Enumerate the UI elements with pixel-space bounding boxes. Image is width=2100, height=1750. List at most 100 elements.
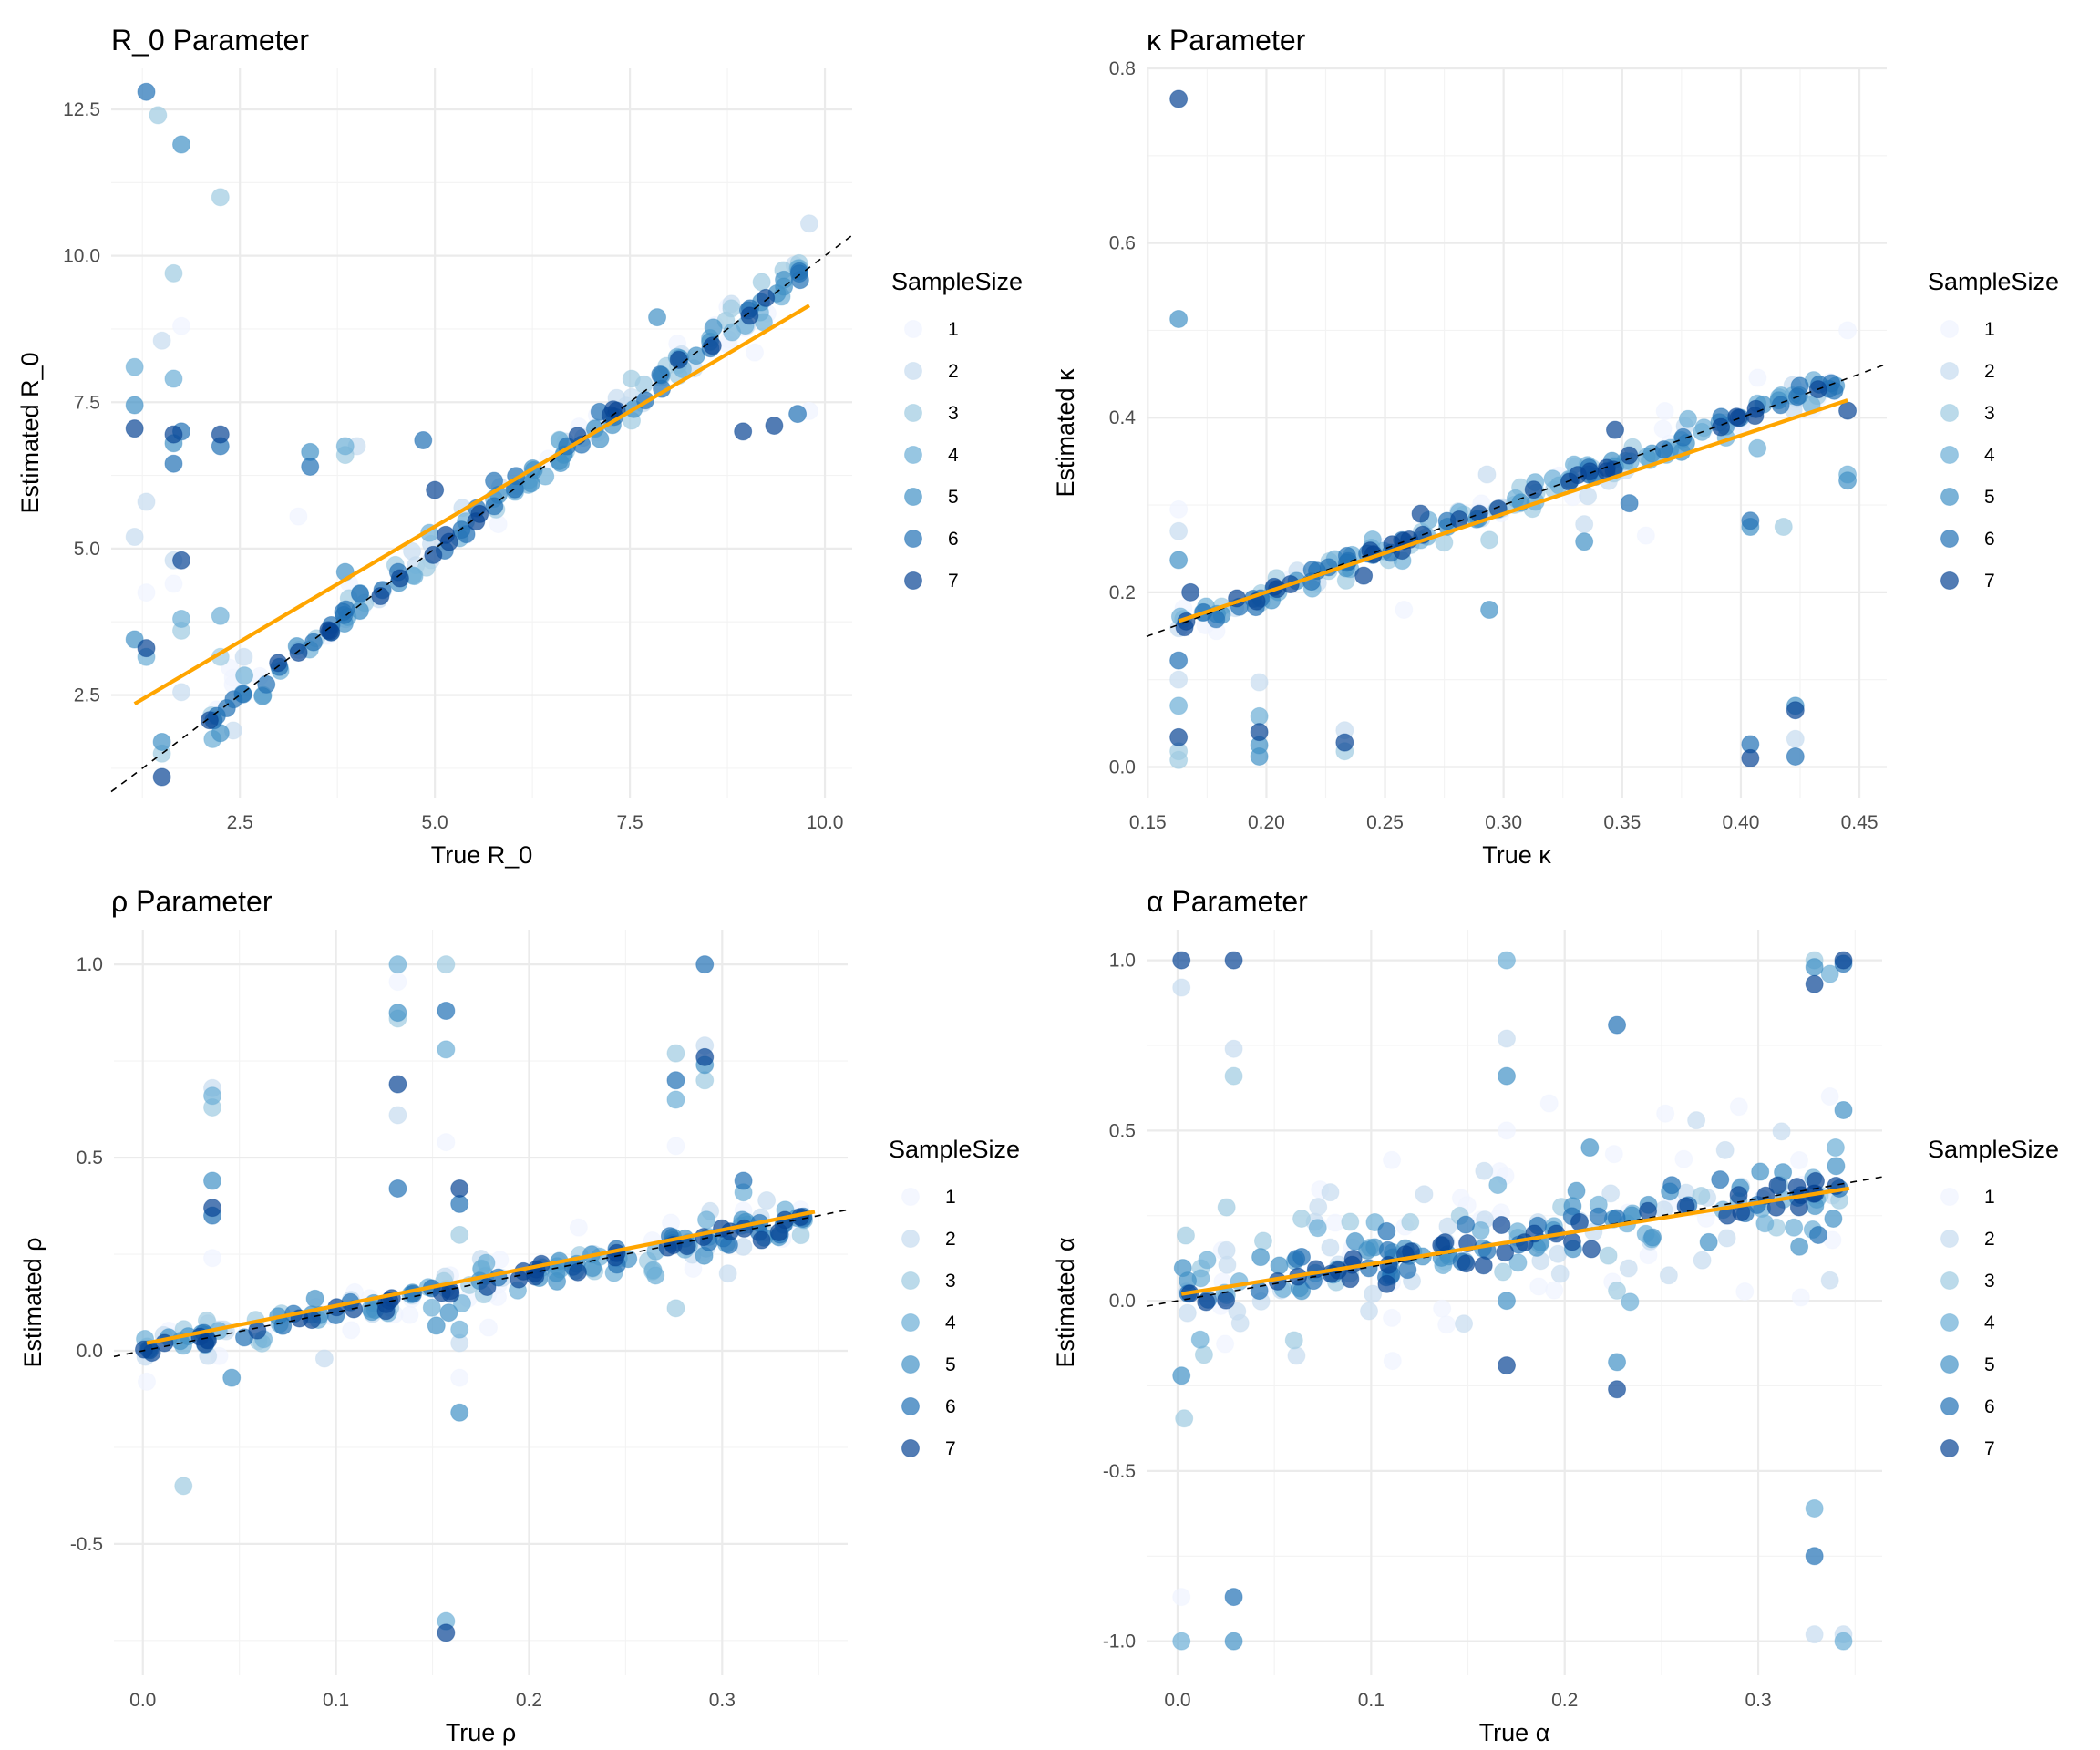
data-point <box>388 955 407 974</box>
data-point <box>1601 1184 1621 1203</box>
data-point <box>1181 582 1200 602</box>
legend-key <box>901 1397 920 1415</box>
points <box>134 955 814 1642</box>
data-point <box>172 610 191 629</box>
data-point <box>1169 727 1189 746</box>
identity-reference-line <box>110 234 853 793</box>
data-point <box>1176 1226 1195 1245</box>
x-tick-label: 0.20 <box>1248 812 1285 833</box>
legend-key <box>1940 404 1959 422</box>
data-point <box>1524 480 1543 499</box>
data-point <box>1217 1291 1236 1310</box>
data-point <box>1383 1352 1402 1371</box>
legend-item-6: 6 <box>904 529 959 550</box>
data-point <box>1354 566 1374 585</box>
data-point <box>646 1266 665 1285</box>
data-point <box>1678 409 1697 428</box>
data-point <box>1178 1303 1197 1323</box>
data-point <box>196 1334 215 1354</box>
x-axis-title: True κ <box>1482 841 1551 869</box>
data-point <box>174 1477 193 1496</box>
grid <box>1147 67 1887 798</box>
data-point <box>222 1368 242 1387</box>
data-point <box>388 1075 407 1094</box>
data-point <box>1643 1228 1662 1247</box>
legend-item-4: 4 <box>1940 1312 1995 1333</box>
fit-line <box>146 1210 816 1345</box>
data-point <box>568 1262 587 1282</box>
data-point <box>1692 1187 1711 1206</box>
data-point <box>1824 1209 1843 1228</box>
data-point <box>388 1106 407 1125</box>
data-point <box>450 1403 469 1422</box>
data-point <box>1805 1547 1824 1566</box>
data-point <box>437 955 456 974</box>
legend-item-7: 7 <box>1940 1438 1995 1459</box>
legend-item-3: 3 <box>901 1271 956 1292</box>
data-point <box>1194 1345 1213 1364</box>
legend-key <box>1940 1313 1959 1332</box>
data-point <box>1364 1284 1383 1303</box>
legend-item-5: 5 <box>1940 1354 1995 1375</box>
legend-label: 4 <box>1984 445 1995 466</box>
legend-key <box>901 1313 920 1332</box>
data-point <box>414 431 433 450</box>
data-point <box>1575 515 1594 534</box>
legend-key <box>904 404 922 422</box>
x-tick-label: 0.15 <box>1129 812 1167 833</box>
x-tick-label: 0.40 <box>1723 812 1760 833</box>
data-point <box>257 674 276 694</box>
panel-rho: 0.0 0.1 0.2 0.3 -0.5 0.0 0.5 1.0 ρ Parameter True… <box>19 885 1020 1746</box>
points <box>125 82 818 787</box>
legend-label: 4 <box>948 445 959 466</box>
legend-key <box>904 362 922 380</box>
legend-key <box>904 530 922 548</box>
data-point <box>152 331 171 350</box>
legend-item-6: 6 <box>1940 529 1995 550</box>
legend: SampleSize 1 2 3 4 5 6 7 <box>1928 1136 2059 1459</box>
data-point <box>125 528 144 547</box>
data-point <box>1567 1181 1586 1200</box>
legend-item-5: 5 <box>904 487 959 508</box>
data-point <box>686 346 705 365</box>
data-point <box>666 1090 685 1109</box>
legend-key <box>901 1230 920 1248</box>
data-point <box>234 647 253 666</box>
legend: SampleSize 1 2 3 4 5 6 7 <box>891 268 1023 592</box>
data-point <box>1826 1138 1845 1158</box>
data-point <box>1172 1588 1191 1607</box>
data-point <box>1589 1207 1608 1226</box>
data-point <box>1751 1162 1770 1181</box>
legend-label: 5 <box>945 1354 956 1375</box>
data-point <box>1785 1218 1804 1237</box>
panel-title: κ Parameter <box>1147 24 1306 57</box>
data-point <box>342 1321 361 1340</box>
data-point <box>1508 1253 1528 1272</box>
data-point <box>1172 1366 1191 1385</box>
data-point <box>422 1298 441 1317</box>
data-point <box>304 633 323 652</box>
data-point <box>1198 1251 1217 1270</box>
data-point <box>427 1316 446 1335</box>
x-tick-label: 7.5 <box>616 812 643 833</box>
data-point <box>569 1218 588 1237</box>
data-point <box>1498 1121 1517 1140</box>
data-point <box>1494 1262 1513 1282</box>
y-tick-label: 5.0 <box>74 539 100 560</box>
data-point <box>203 1086 222 1106</box>
data-point <box>1496 1243 1515 1262</box>
legend-item-5: 5 <box>1940 487 1995 508</box>
data-point <box>734 422 753 441</box>
data-point <box>1287 1346 1306 1365</box>
legend-item-1: 1 <box>1940 1187 1995 1208</box>
data-point <box>152 767 171 787</box>
legend-label: 6 <box>945 1396 956 1417</box>
legend-key <box>901 1439 920 1457</box>
data-point <box>1774 517 1793 536</box>
data-point <box>1224 1588 1243 1607</box>
data-point <box>1659 1266 1678 1285</box>
data-point <box>1480 530 1499 550</box>
y-axis-title: Estimated κ <box>1052 368 1079 498</box>
y-axis-title: Estimated ρ <box>19 1238 46 1368</box>
